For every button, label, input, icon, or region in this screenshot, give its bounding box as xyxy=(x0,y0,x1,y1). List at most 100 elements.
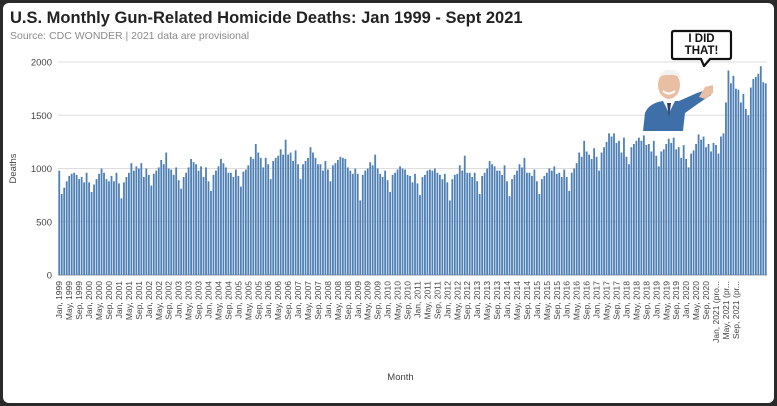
bar xyxy=(292,161,294,275)
bar xyxy=(249,156,252,275)
bar xyxy=(650,151,653,275)
bar xyxy=(466,172,469,275)
bar xyxy=(83,182,86,275)
bar xyxy=(170,169,173,275)
bar xyxy=(257,152,260,275)
bar xyxy=(555,173,558,275)
x-tick-label: May, 2016 xyxy=(572,281,582,320)
bar xyxy=(456,173,459,275)
speech-bubble-text: I DID THAT! xyxy=(684,33,719,57)
x-tick-label: May, 2017 xyxy=(602,281,612,320)
bar xyxy=(448,200,451,275)
bar xyxy=(458,165,461,275)
bar xyxy=(560,177,563,275)
bar xyxy=(264,157,267,275)
bar xyxy=(535,181,538,275)
x-tick-label: Jan, 2018 xyxy=(621,281,631,319)
bar xyxy=(394,172,396,275)
bar xyxy=(302,164,304,275)
bar xyxy=(491,164,493,275)
bar xyxy=(409,175,411,275)
bar xyxy=(727,70,730,276)
bar xyxy=(329,181,332,275)
x-tick-label: May, 2006 xyxy=(273,281,283,320)
bar xyxy=(578,152,581,275)
bar xyxy=(262,167,265,275)
bar xyxy=(205,167,207,275)
bar xyxy=(317,164,319,275)
bar xyxy=(364,170,367,275)
bar xyxy=(747,115,750,275)
bar xyxy=(752,79,755,275)
bar xyxy=(647,144,650,275)
bar xyxy=(142,177,145,275)
x-tick-label: Jan, 2001 xyxy=(114,281,124,319)
bar xyxy=(508,196,511,275)
x-tick-label: May, 2007 xyxy=(303,281,313,320)
x-tick-label: Sep, 2002 xyxy=(164,281,174,320)
bar xyxy=(234,169,237,275)
bar xyxy=(570,172,573,275)
bar xyxy=(192,162,195,275)
bar xyxy=(672,137,675,275)
bar xyxy=(662,149,665,275)
bar xyxy=(695,144,697,275)
bar xyxy=(702,136,705,275)
bar xyxy=(757,73,760,275)
bar xyxy=(438,174,441,275)
bar-chart: 0 500 1000 1500 2000 Deaths Jan, 1999 May, 1999… xyxy=(8,58,767,383)
x-tick-label: Jan, 2013 xyxy=(472,281,482,319)
bar xyxy=(762,82,765,275)
bar xyxy=(125,177,128,275)
bar xyxy=(603,147,605,275)
x-tick-label: Sep, 2017 xyxy=(611,281,621,320)
bar xyxy=(730,83,732,275)
bar xyxy=(446,182,449,275)
chart-card: U.S. Monthly Gun-Related Homicide Deaths… xyxy=(3,3,774,403)
x-tick-label: May, 2009 xyxy=(363,281,373,320)
bar xyxy=(70,173,73,275)
bar xyxy=(558,172,561,275)
bar xyxy=(244,169,247,275)
bar xyxy=(518,164,521,275)
bar xyxy=(573,168,576,275)
x-tick-label: Sep, 2008 xyxy=(343,281,353,320)
bar xyxy=(493,166,496,275)
bar xyxy=(588,154,591,275)
bar xyxy=(543,175,546,275)
bar xyxy=(207,181,210,275)
bar xyxy=(540,179,543,275)
bar xyxy=(160,159,163,275)
bar xyxy=(759,66,762,275)
bar xyxy=(332,165,334,275)
bar xyxy=(613,133,615,275)
bar xyxy=(254,144,257,275)
bar xyxy=(197,170,200,275)
x-tick-label: Jan, 2021 (pro... xyxy=(711,281,721,343)
bar xyxy=(351,173,354,275)
x-tick-label: Sep, 2006 xyxy=(283,281,293,320)
bar xyxy=(349,170,352,275)
bar xyxy=(660,151,663,275)
bar xyxy=(451,179,454,275)
bar xyxy=(590,158,593,275)
bar xyxy=(284,139,287,275)
bar xyxy=(618,140,620,275)
bar xyxy=(421,177,424,275)
bar xyxy=(282,154,285,275)
bar xyxy=(732,75,735,275)
x-tick-label: May, 2011 xyxy=(422,281,432,320)
bar xyxy=(414,173,416,275)
bar xyxy=(356,173,359,275)
bar xyxy=(463,155,466,275)
bar xyxy=(267,164,270,275)
bar xyxy=(339,156,342,275)
bar xyxy=(252,158,255,275)
bar xyxy=(642,135,645,275)
x-axis-label: Month xyxy=(387,372,413,383)
x-tick-label: Jan, 2004 xyxy=(204,281,214,319)
bar xyxy=(628,164,630,275)
bar xyxy=(177,180,180,275)
bar xyxy=(471,177,474,275)
bar xyxy=(195,164,197,275)
